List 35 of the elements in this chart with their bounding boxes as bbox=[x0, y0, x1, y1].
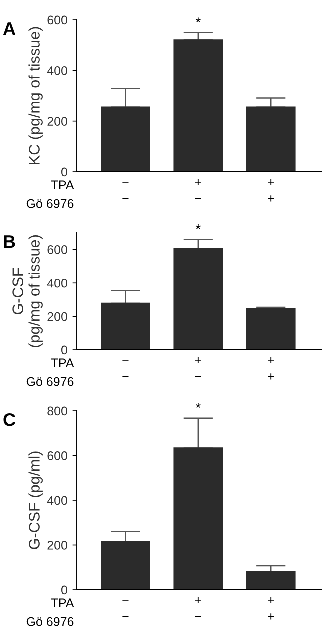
annotation: * bbox=[196, 403, 201, 408]
y-tick-label: 600 bbox=[48, 16, 68, 25]
x-tick-label: + + bbox=[268, 357, 274, 380]
chart-title: C bbox=[4, 413, 16, 426]
y-tick-label: 0 bbox=[62, 586, 68, 595]
category-label: − − bbox=[122, 182, 129, 200]
y-tick-label: 0 bbox=[62, 346, 68, 355]
text: TPA bbox=[51, 180, 74, 190]
y-tick-label: 200 bbox=[48, 312, 68, 322]
y-tick-label: 200 bbox=[48, 117, 68, 126]
x-tick-label: + − bbox=[195, 597, 202, 618]
category-label: − − bbox=[122, 600, 129, 618]
y-tick-label: 400 bbox=[47, 278, 68, 288]
y-tick-label: 0 bbox=[62, 168, 68, 177]
annotation: * bbox=[196, 224, 201, 230]
y-axis-title: G-CSF (pg/ml) bbox=[28, 452, 43, 550]
y-axis-title: KC (pg/mg of tissue) bbox=[28, 27, 43, 164]
y-tick-label: 400 bbox=[47, 496, 68, 506]
category-label: − − bbox=[122, 360, 129, 378]
text: Gö 6976 bbox=[26, 199, 74, 208]
y-tick-label: 400 bbox=[47, 66, 68, 76]
annotation: * bbox=[196, 18, 201, 23]
y-tick-label: 600 bbox=[48, 246, 68, 254]
x-tick-label: + + bbox=[268, 179, 274, 202]
text: TPA bbox=[51, 598, 74, 608]
text: TPA bbox=[51, 358, 74, 368]
y-tick-label: 200 bbox=[48, 541, 68, 550]
y-tick-label: 600 bbox=[48, 452, 68, 460]
x-tick-label: + − bbox=[195, 179, 202, 200]
y-tick-label: 800 bbox=[48, 406, 68, 416]
text: Gö 6976 bbox=[26, 377, 74, 386]
x-tick-label: + − bbox=[195, 357, 202, 378]
text: Gö 6976 bbox=[26, 617, 74, 626]
x-tick-label: + + bbox=[268, 597, 274, 620]
chart-title: A bbox=[3, 22, 16, 36]
